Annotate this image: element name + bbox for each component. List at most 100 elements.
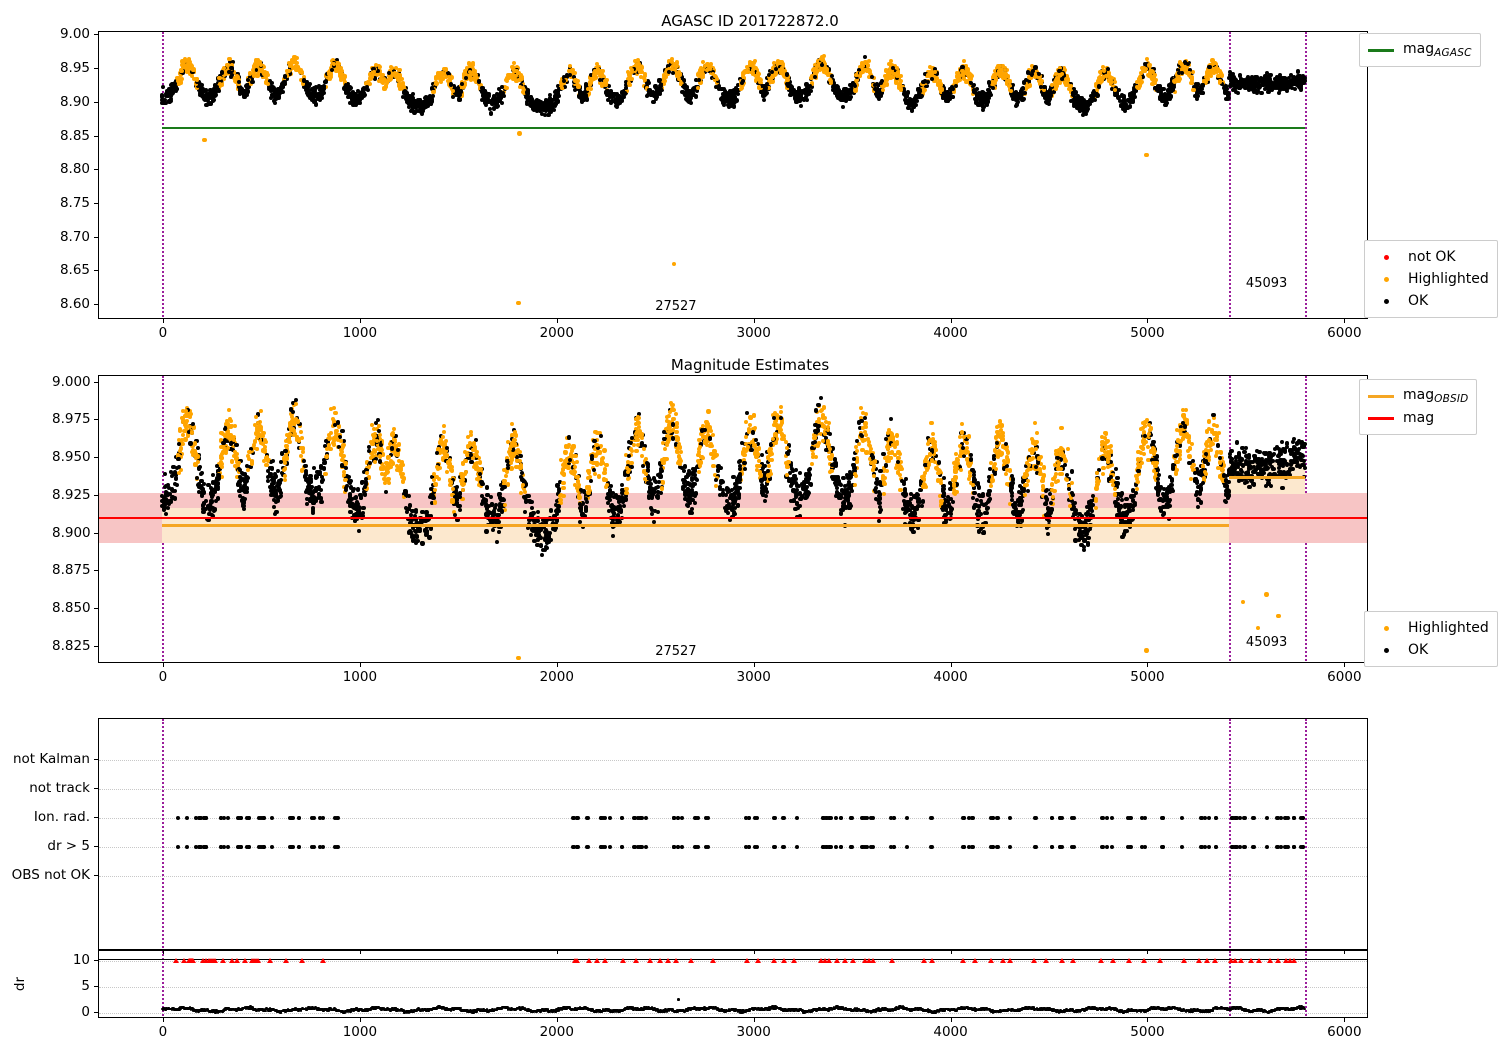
data-point-ok [1079,542,1084,547]
data-point-highlighted [1064,77,1069,82]
data-point-ok [1126,97,1131,102]
data-point-ok [1163,94,1168,100]
data-point-highlighted [962,58,967,63]
data-point-highlighted [576,84,582,89]
legend-label-subscript: AGASC [1434,47,1472,59]
obsid-divider-line [1229,32,1232,318]
data-point-ok [208,101,213,106]
data-point-ok [1080,112,1085,117]
x-axis-tick-label: 4000 [933,325,968,341]
x-axis-tick-label: 2000 [539,325,574,341]
data-point-highlighted [853,88,858,93]
data-point-highlighted [994,77,999,82]
data-point-ok [1283,86,1288,91]
panel-magnitude: 27527 45093 [98,31,1368,319]
data-point-ok [250,79,255,84]
data-point-ok [909,100,915,105]
data-point-highlighted [881,87,886,92]
data-point-ok [281,80,286,85]
data-point-ok [799,104,804,109]
legend-label: Highlighted [1408,271,1489,287]
legend-mag-agasc: magAGASC [1359,33,1481,67]
data-point-ok [761,98,767,103]
dot-swatch-not-ok [1384,254,1389,260]
data-point-highlighted [738,86,743,92]
data-point-highlighted [264,77,269,82]
data-point-highlighted [887,62,892,67]
data-point-ok [239,89,245,94]
legend-point-classes-panel1: not OK Highlighted OK [1364,240,1498,318]
data-point-highlighted [342,75,347,80]
data-point-highlighted [1210,58,1215,63]
data-point-ok [577,91,583,96]
data-point-highlighted [938,78,943,84]
data-point-highlighted [511,76,516,81]
data-point-outlier [1144,152,1149,158]
data-point-ok [345,94,350,99]
data-point-ok [798,94,803,99]
data-point-ok [1083,111,1089,116]
data-point-highlighted [387,74,393,79]
data-point-ok [721,86,726,91]
legend-label: magAGASC [1403,41,1472,59]
data-point-ok [990,85,995,91]
data-point-ok [487,98,493,103]
data-point-ok [417,97,423,102]
data-point-highlighted [745,69,750,74]
panel-magnitude-estimates: 27527 45093 [98,375,1368,663]
data-point-highlighted [938,81,943,87]
data-point-ok [834,83,839,88]
data-point-highlighted [1137,77,1142,82]
data-point-highlighted [998,70,1003,75]
data-point-ok [1163,103,1168,108]
axis-tick-mark [556,319,558,323]
data-point-highlighted [227,407,232,412]
data-point-highlighted [997,64,1002,69]
data-point-highlighted [1213,65,1218,70]
data-point-ok [862,54,867,60]
data-point-ok [973,100,978,105]
data-point-ok [403,90,408,95]
data-point-ok [242,94,247,99]
data-point-ok [848,83,853,88]
data-point-highlighted [1211,70,1216,75]
figure-title: AGASC ID 201722872.0 [661,12,839,30]
data-point-highlighted [597,70,603,75]
data-point-highlighted [866,68,871,73]
obsid-annotation: 27527 [655,298,697,314]
data-point-highlighted [263,75,268,80]
data-point-highlighted [1191,88,1196,93]
data-point-highlighted [820,57,825,62]
x-axis-tick-label: 3000 [736,325,771,341]
data-point-ok [418,105,423,111]
data-point-highlighted [186,60,191,66]
data-point-ok [406,104,412,109]
data-point-ok [1284,82,1289,87]
data-point-ok [1069,98,1074,103]
data-point-ok [203,88,208,93]
data-point-ok [568,66,573,71]
data-point-ok [1092,98,1097,103]
data-point-highlighted [575,78,580,84]
x-axis-tick-label: 0 [158,325,168,341]
data-point-ok [905,90,910,95]
axis-tick-mark [359,319,361,323]
data-point-ok [728,97,733,102]
data-point-ok [1096,84,1101,89]
legend-row: not OK [1373,246,1489,268]
axis-tick-mark [94,236,98,238]
axis-tick-mark [94,135,98,137]
y-axis-tick-label: 8.70 [59,228,90,245]
data-point-highlighted [1176,78,1181,83]
data-point-ok [732,96,737,101]
data-point-ok [1176,67,1181,73]
data-point-ok [1180,70,1185,75]
data-point-outlier [516,300,521,305]
data-point-highlighted [603,82,608,87]
mag-agasc-line [162,126,1305,129]
data-point-ok [1230,87,1236,92]
data-point-highlighted [597,80,603,85]
data-point-highlighted [858,406,863,411]
data-point-ok [615,104,620,110]
data-point-ok [160,85,165,90]
